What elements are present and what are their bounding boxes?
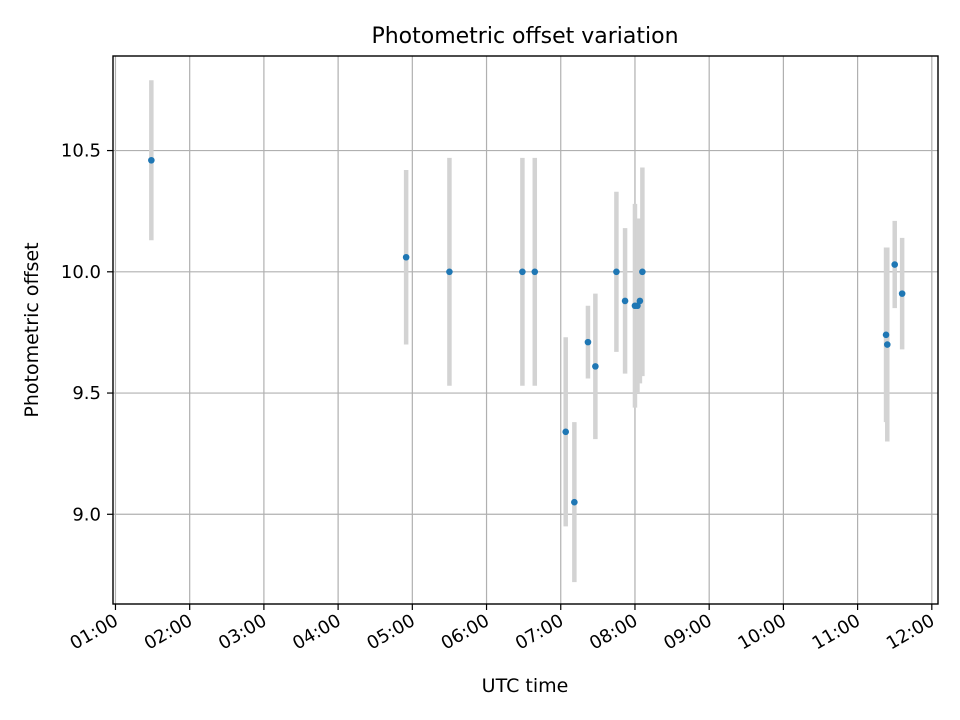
x-tick-label: 01:00 [67, 610, 122, 654]
data-point [562, 428, 569, 436]
y-tick-label: 10.0 [61, 262, 101, 283]
data-point [636, 297, 644, 305]
y-tick-label: 9.5 [72, 383, 101, 404]
data-point [402, 253, 410, 261]
x-tick-label: 05:00 [363, 610, 418, 654]
data-point [592, 363, 599, 370]
x-tick-label: 07:00 [512, 610, 567, 654]
x-tick-label: 09:00 [660, 610, 715, 654]
data-point [634, 302, 641, 310]
data-points [148, 156, 906, 506]
plot-frame [112, 55, 939, 605]
x-axis-label: UTC time [482, 675, 569, 697]
data-point [531, 268, 539, 276]
data-point [446, 268, 453, 276]
x-tick-label: 10:00 [734, 610, 789, 654]
data-point [613, 268, 620, 276]
y-tick-label: 9.0 [72, 504, 101, 525]
data-point [898, 290, 906, 297]
data-point [891, 261, 899, 268]
data-point [882, 331, 890, 339]
y-tick-label: 10.5 [61, 141, 101, 162]
data-point [148, 156, 155, 164]
x-tick-label: 08:00 [586, 610, 641, 654]
x-tick-label: 03:00 [215, 610, 270, 654]
y-axis-ticks: 9.0 9.5 10.0 10.5 [61, 141, 113, 525]
x-tick-label: 11:00 [809, 610, 864, 654]
data-point [883, 341, 891, 348]
x-tick-label: 06:00 [438, 610, 493, 654]
x-tick-label: 04:00 [289, 610, 344, 654]
x-tick-label: 02:00 [141, 610, 196, 654]
data-point [584, 338, 592, 346]
grid [113, 56, 938, 604]
x-tick-label: 12:00 [883, 610, 938, 654]
chart-title: Photometric offset variation [371, 24, 678, 49]
data-point [621, 297, 629, 305]
data-point [571, 498, 578, 506]
data-point [519, 268, 526, 276]
data-point [639, 268, 646, 276]
y-axis-label: Photometric offset [21, 242, 43, 417]
x-axis-ticks: 01:00 02:00 03:00 04:00 05:00 06:00 07:00 08:00… [67, 604, 938, 654]
